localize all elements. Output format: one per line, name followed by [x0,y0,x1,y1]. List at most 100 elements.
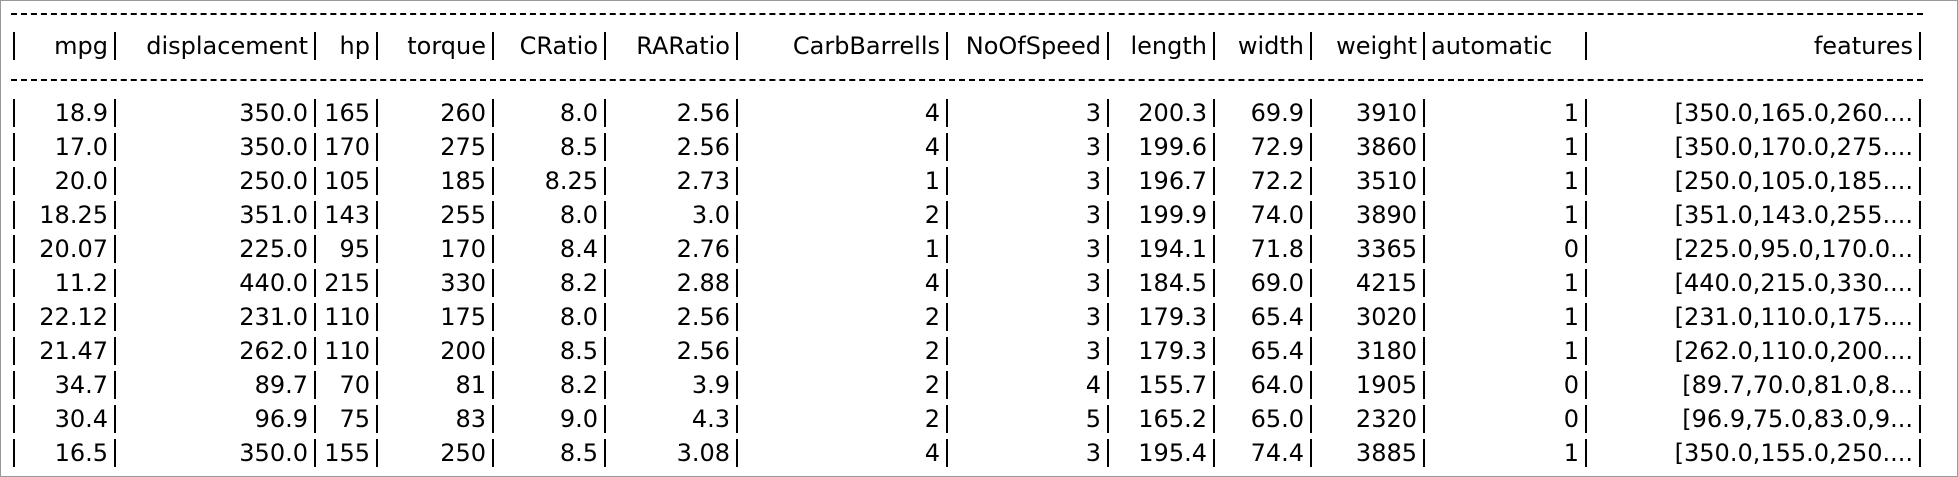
table-cell: 250 [378,439,494,467]
table-cell: 8.5 [494,337,606,365]
table-cell: 350.0 [116,99,316,127]
table-cell: 165 [316,99,378,127]
table-cell: 199.6 [1109,133,1215,161]
table-cell: 0 [1425,371,1587,399]
table-cell: 3.08 [606,439,738,467]
table-cell: 3 [948,439,1109,467]
table-cell: 155.7 [1109,371,1215,399]
table-cell: 8.0 [494,99,606,127]
table-cell: 8.5 [494,439,606,467]
table-cell: 196.7 [1109,167,1215,195]
table-cell: 65.4 [1215,303,1312,331]
table-cell: 143 [316,201,378,229]
table-cell: [440.0,215.0,330.... [1587,269,1921,297]
table-cell: 3 [948,167,1109,195]
table-cell: 4 [738,439,948,467]
table-cell: 3.0 [606,201,738,229]
table-cell: 1 [738,235,948,263]
table-cell: 75 [316,405,378,433]
table-cell: [96.9,75.0,83.0,9... [1587,405,1921,433]
table-cell: 3 [948,201,1109,229]
table-cell: 21.47 [13,337,116,365]
table-cell: 8.2 [494,269,606,297]
table-cell: 96.9 [116,405,316,433]
table-cell: 3.9 [606,371,738,399]
column-header: torque [378,32,494,60]
column-header: CarbBarrells [738,32,948,60]
table-cell: 215 [316,269,378,297]
column-header: automatic [1425,32,1587,60]
table-cell: 351.0 [116,201,316,229]
table-cell: 3180 [1312,337,1425,365]
table-cell: 8.2 [494,371,606,399]
table-cell: 1 [1425,337,1587,365]
table-cell: 275 [378,133,494,161]
table-cell: 330 [378,269,494,297]
table-cell: 72.9 [1215,133,1312,161]
table-cell: 3 [948,133,1109,161]
table-cell: 262.0 [116,337,316,365]
table-cell: 179.3 [1109,337,1215,365]
table-cell: 4 [948,371,1109,399]
table-cell: 17.0 [13,133,116,161]
table-cell: [225.0,95.0,170.0... [1587,235,1921,263]
table-cell: 3 [948,99,1109,127]
table-cell: 1 [1425,303,1587,331]
table-cell: [231.0,110.0,175.... [1587,303,1921,331]
table-cell: 1 [1425,167,1587,195]
table-cell: 30.4 [13,405,116,433]
table-cell: 4.3 [606,405,738,433]
table-cell: 2.73 [606,167,738,195]
table-cell: 3 [948,269,1109,297]
table-cell: 65.0 [1215,405,1312,433]
table-cell: 185 [378,167,494,195]
column-header: displacement [116,32,316,60]
table-cell: 8.25 [494,167,606,195]
table-cell: 5 [948,405,1109,433]
table-cell: 3860 [1312,133,1425,161]
table-cell: 16.5 [13,439,116,467]
table-cell: 8.4 [494,235,606,263]
table-cell: 179.3 [1109,303,1215,331]
table-cell: 8.0 [494,303,606,331]
table-cell: 69.9 [1215,99,1312,127]
table-cell: 184.5 [1109,269,1215,297]
table-cell: 3910 [1312,99,1425,127]
table-cell: 200 [378,337,494,365]
table-cell: [250.0,105.0,185.... [1587,167,1921,195]
table-cell: 11.2 [13,269,116,297]
table-cell: 81 [378,371,494,399]
table-cell: 0 [1425,235,1587,263]
separator [11,13,1923,15]
table-cell: 1 [1425,201,1587,229]
table-cell: 9.0 [494,405,606,433]
table-cell: 71.8 [1215,235,1312,263]
table-cell: 74.4 [1215,439,1312,467]
table-cell: 195.4 [1109,439,1215,467]
table-cell: 3885 [1312,439,1425,467]
table-cell: 64.0 [1215,371,1312,399]
table-cell: 3 [948,303,1109,331]
table-cell: 165.2 [1109,405,1215,433]
table-cell: 3890 [1312,201,1425,229]
table-cell: 4 [738,99,948,127]
table-cell: 2320 [1312,405,1425,433]
table-cell: 3 [948,337,1109,365]
table-cell: 74.0 [1215,201,1312,229]
column-header: mpg [13,32,116,60]
table-cell: 2.76 [606,235,738,263]
column-header: width [1215,32,1312,60]
table-cell: 34.7 [13,371,116,399]
table-cell: 20.07 [13,235,116,263]
column-header: RARatio [606,32,738,60]
table-cell: 350.0 [116,439,316,467]
table-cell: 89.7 [116,371,316,399]
table-cell: 440.0 [116,269,316,297]
column-header: weight [1312,32,1425,60]
table-cell: [351.0,143.0,255.... [1587,201,1921,229]
table-cell: 250.0 [116,167,316,195]
table-cell: 110 [316,303,378,331]
table-cell: 170 [316,133,378,161]
table-cell: 2.56 [606,337,738,365]
table-cell: 1 [1425,439,1587,467]
